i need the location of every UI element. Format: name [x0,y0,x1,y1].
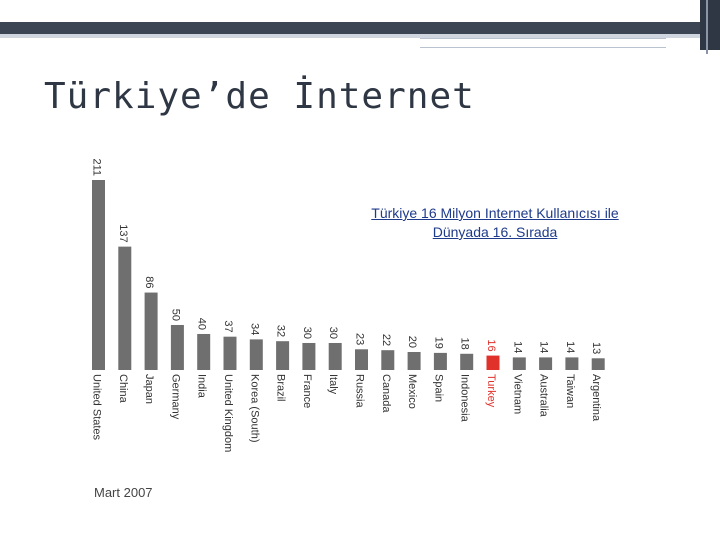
value-label: 30 [301,327,313,339]
category-label: United States [91,374,103,441]
header-band-light [0,34,720,38]
category-label: Germany [169,374,181,420]
bar-australia [539,357,553,370]
bar-argentina [591,358,605,370]
bar-japan [144,292,158,370]
source-date: Mart 2007 [94,485,153,500]
value-label: 19 [432,337,444,349]
bar-vietnam [512,357,526,370]
header-corner [700,0,720,50]
value-label: 14 [511,341,523,353]
value-label: 40 [196,318,208,330]
header-band [0,22,720,34]
bar-canada [381,350,395,370]
value-label: 34 [248,323,260,335]
bar-turkey [486,355,500,370]
value-label: 18 [459,338,471,350]
value-label: 14 [564,341,576,353]
value-label: 14 [538,341,550,353]
value-label: 20 [406,336,418,348]
category-label: Vietnam [511,374,523,414]
category-label: Turkey [485,374,497,408]
value-label: 32 [275,325,287,337]
category-label: France [301,374,313,408]
bar-united-kingdom [223,336,237,370]
bar-india [197,333,211,370]
value-label: 211 [91,158,103,176]
subtitle-line-1: Türkiye 16 Milyon Internet Kullanıcısı i… [371,205,619,221]
value-label: 23 [354,333,366,345]
category-label: Indonesia [459,374,471,423]
category-label: Australia [538,374,550,418]
bar-taiwan [565,357,579,370]
value-label: 50 [169,309,181,321]
value-label: 37 [222,320,234,332]
bar-brazil [276,341,290,370]
slide-title: Türkiye’de İnternet [44,76,475,117]
value-label: 30 [327,327,339,339]
category-label: Korea (South) [248,374,260,442]
header-corner-line [706,0,708,54]
bar-mexico [407,351,421,370]
category-label: India [196,374,208,399]
category-label: United Kingdom [222,374,234,452]
value-label: 16 [485,339,497,351]
category-label: China [117,374,129,404]
value-label: 86 [143,276,155,288]
value-label: 13 [590,342,602,354]
bar-italy [328,342,342,370]
category-label: Spain [432,374,444,402]
bar-united-states [92,180,105,370]
bar-spain [433,352,447,370]
category-label: Italy [327,374,339,395]
header-accent-lines [420,38,666,48]
category-label: Russia [354,374,366,409]
subtitle-line-2: Dünyada 16. Sırada [432,224,558,240]
value-label: 22 [380,334,392,346]
category-label: Canada [380,374,392,413]
category-label: Japan [143,374,155,404]
bar-korea-south [249,339,263,370]
bar-france [302,342,316,370]
bar-china [118,246,132,370]
bar-germany [170,324,184,370]
bar-indonesia [460,353,474,370]
bar-russia [355,349,368,370]
category-label: Brazil [275,374,287,402]
category-label: Argentina [590,374,602,422]
category-label: Mexico [406,374,418,409]
category-label: Taiwan [564,374,576,408]
value-label: 137 [117,224,129,242]
chart-subtitle[interactable]: Türkiye 16 Milyon Internet Kullanıcısı i… [300,204,690,242]
